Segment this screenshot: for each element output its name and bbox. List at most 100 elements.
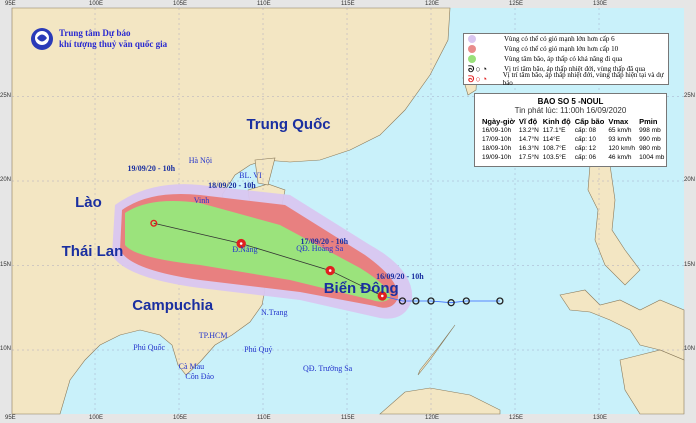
- column-header: Vmax: [608, 117, 629, 126]
- past-position-marker: [427, 297, 435, 305]
- column-header: Kinh độ: [542, 117, 571, 126]
- lat-tick-label: 25N: [0, 92, 12, 99]
- past-position-marker: [496, 297, 504, 305]
- forecast-position-marker: [150, 219, 158, 227]
- place-label: Cà Mau: [178, 361, 205, 371]
- lon-tick-label: 95E: [5, 415, 16, 421]
- lon-tick-label: 130E: [593, 415, 608, 421]
- place-label: QĐ. Hoàng Sa: [296, 243, 344, 253]
- legend-item: ᘐ○◔ Vị trí tâm bão, áp thấp nhiệt đới, vù…: [464, 64, 668, 74]
- track-time-label: 18/09/20 - 10h: [208, 181, 256, 191]
- table-cell: 17/09-10h: [482, 136, 512, 143]
- country-label: Thái Lan: [61, 242, 124, 260]
- borneo-island: [379, 387, 501, 415]
- table-cell: cấp: 10: [574, 136, 597, 143]
- column-header: Ngày-giờ: [482, 117, 515, 126]
- table-cell: 120 km/h: [608, 145, 636, 152]
- storm-eye-icon: [239, 242, 243, 245]
- place-label: Phú Quốc: [133, 343, 166, 353]
- country-label: Campuchia: [132, 297, 214, 315]
- lon-tick-label: 120E: [425, 415, 440, 421]
- table-row: 19/09-10h 17.5°N 103.5°E cấp: 06 46 km/h 1004…: [480, 153, 666, 162]
- table-cell: cấp: 08: [574, 127, 597, 134]
- table-cell: 980 mb: [639, 145, 661, 152]
- lon-tick-label: 105E: [173, 1, 188, 7]
- column-header: Vĩ độ: [518, 117, 538, 126]
- table-cell: 18/09-10h: [482, 145, 512, 152]
- palawan-island: [417, 324, 456, 376]
- column-header: Cấp bão: [574, 117, 605, 126]
- lon-tick-label: 100E: [89, 415, 104, 421]
- storm-center-cone: [125, 200, 391, 302]
- lat-tick-label: 25N: [684, 92, 696, 99]
- lon-tick-label: 105E: [173, 415, 188, 421]
- table-cell: 114°E: [542, 136, 561, 143]
- legend-item: Vùng tâm bão, áp thấp có khả năng đi qua: [464, 54, 668, 64]
- place-label: N.Trang: [260, 307, 288, 317]
- legend-label: Vùng có thể có gió mạnh lớn hơn cấp 10: [504, 45, 619, 53]
- lon-tick-label: 110E: [257, 415, 271, 421]
- lon-tick-label: 95E: [5, 1, 16, 7]
- table-cell: 19/09-10h: [482, 154, 512, 161]
- past-position-marker: [412, 297, 420, 305]
- table-cell: 990 mb: [639, 136, 661, 143]
- track-time-label: 19/09/20 - 10h: [127, 164, 176, 174]
- table-cell: 17.5°N: [518, 154, 539, 161]
- bulletin-title: BAO SO 5 -NOUL: [537, 97, 604, 106]
- table-cell: 16.3°N: [518, 145, 539, 152]
- legend-label: Vùng có thể có gió mạnh lớn hơn cấp 6: [504, 35, 615, 43]
- table-cell: cấp: 06: [574, 154, 597, 161]
- track-time-label: 17/09/20 - 10h: [300, 236, 349, 246]
- place-label: Côn Đảo: [185, 372, 215, 382]
- leizhou-peninsula: [254, 157, 276, 186]
- table-cell: cấp: 12: [574, 145, 597, 152]
- table-cell: 13.2°N: [518, 127, 539, 134]
- cat10-swatch-icon: [468, 45, 476, 53]
- legend-item: Vùng có thể có gió mạnh lớn hơn cấp 6: [464, 34, 668, 44]
- place-label: Phú Quý: [244, 345, 273, 354]
- table-row: 16/09-10h 13.2°N 117.1°E cấp: 08 65 km/h 998 …: [480, 126, 666, 135]
- lon-tick-label: 100E: [89, 1, 104, 7]
- lon-tick-label: 110E: [257, 1, 271, 7]
- mainland-asia: [11, 7, 451, 415]
- logo-line-1: Trung tâm Dự báo: [59, 28, 131, 38]
- map-legend: Vùng có thể có gió mạnh lớn hơn cấp 6 Vù…: [463, 33, 669, 87]
- past-position-marker: [462, 297, 470, 305]
- country-label: Biển Đông: [323, 280, 399, 298]
- table-row: 17/09-10h 14.7°N 114°E cấp: 10 93 km/h 990 mb: [480, 135, 666, 144]
- bulletin-table: BAO SO 5 -NOUL Tin phát lúc: 11:00h 16/0…: [474, 93, 667, 167]
- lat-tick-label: 20N: [684, 177, 696, 183]
- nchmf-logo: Trung tâm Dự báo khí tượng thuỷ văn quốc …: [30, 27, 167, 51]
- past-position-marker: [447, 299, 455, 307]
- lon-tick-label: 125E: [509, 1, 524, 7]
- lon-tick-label: 120E: [425, 1, 440, 7]
- country-label: Lào: [75, 193, 102, 211]
- lat-tick-label: 10N: [684, 346, 696, 352]
- table-cell: 998 mb: [639, 127, 661, 134]
- legend-label: Vùng tâm bão, áp thấp có khả năng đi qua: [504, 55, 623, 63]
- table-cell: 108.7°E: [542, 145, 566, 152]
- place-label: Hà Nội: [188, 155, 213, 165]
- bulletin-issued: Tin phát lúc: 11:00h 16/09/2020: [514, 106, 627, 115]
- track-time-label: 16/09/20 - 10h: [376, 272, 424, 282]
- place-label: QĐ. Trường Sa: [302, 363, 353, 373]
- nchmf-emblem-icon: [31, 28, 53, 50]
- forecast-track-line: [153, 222, 383, 297]
- place-label: TP.HCM: [198, 331, 228, 341]
- track-area-swatch-icon: [468, 55, 476, 63]
- table-cell: 14.7°N: [518, 136, 539, 143]
- legend-item: ᘐ○◔ Vị trí tâm bão, áp thấp nhiệt đới, vù…: [464, 71, 668, 87]
- storm-eye-icon: [380, 294, 384, 298]
- column-header: Pmin: [639, 117, 658, 126]
- table-cell: 1004 mb: [639, 154, 665, 161]
- lat-tick-label: 10N: [0, 346, 12, 352]
- table-row: 18/09-10h 16.3°N 108.7°E cấp: 12 120 km/h 980…: [480, 144, 666, 153]
- lon-tick-label: 125E: [509, 415, 524, 421]
- past-position-symbols-icon: ᘐ○◔: [468, 63, 489, 74]
- place-label: Đ.Nẵng: [232, 245, 258, 255]
- lat-tick-label: 15N: [684, 261, 696, 268]
- lon-tick-label: 115E: [341, 415, 355, 421]
- table-cell: 16/09-10h: [482, 127, 512, 134]
- lon-tick-label: 115E: [341, 1, 355, 7]
- past-position-marker: [398, 297, 407, 305]
